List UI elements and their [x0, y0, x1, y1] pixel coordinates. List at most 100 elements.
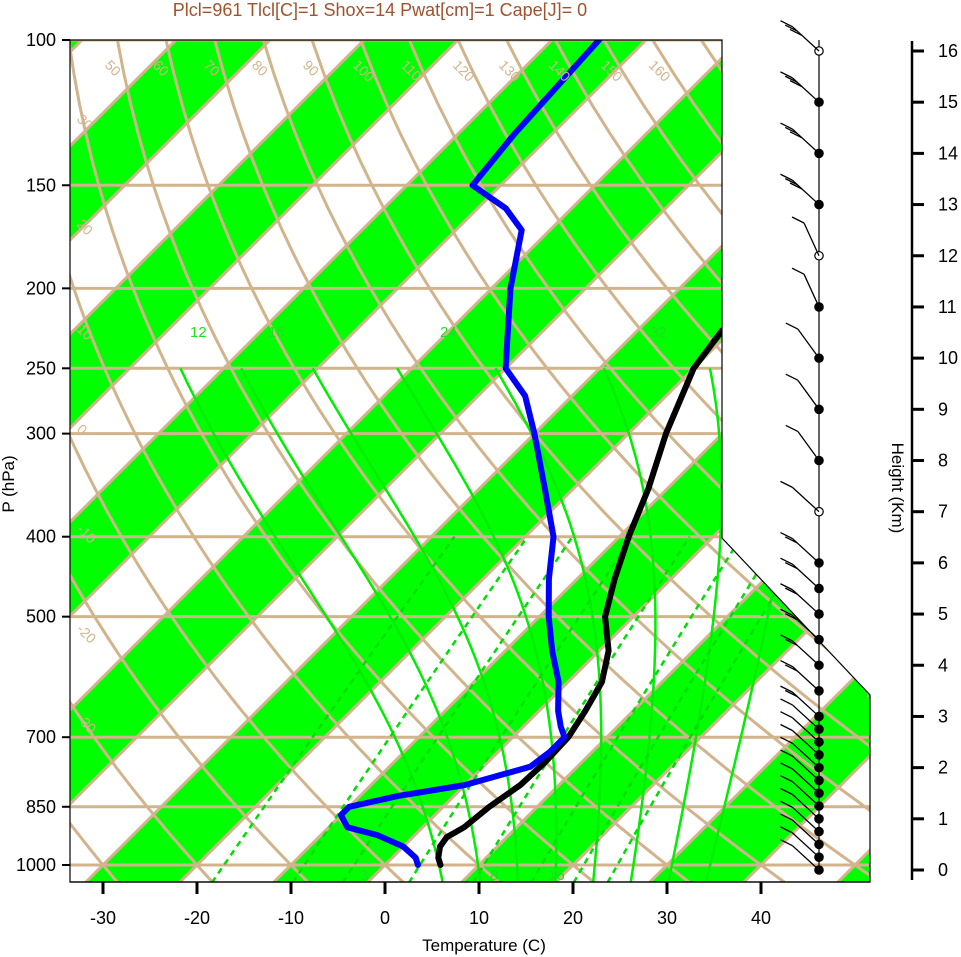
wind-barb-feather: [780, 839, 793, 847]
wind-barb-shaft: [792, 742, 820, 769]
wind-barb-shaft: [797, 431, 820, 461]
y-tick-label: 500: [26, 607, 56, 627]
isotherm-label-left: -20: [74, 621, 100, 647]
wind-barb-feather: [785, 373, 799, 381]
height-tick-label: 7: [938, 502, 948, 522]
wind-barb-feather: [785, 424, 799, 432]
y-tick-label: 200: [26, 278, 56, 298]
wind-barb-shaft: [792, 704, 820, 730]
wind-barbs: [780, 20, 824, 875]
x-tick-label: 0: [380, 908, 390, 928]
wind-barb-shaft: [792, 832, 820, 858]
dry-adiabat-line: [70, 40, 596, 882]
wind-barb-shaft: [792, 781, 820, 807]
moist-adiabat-line: [602, 367, 657, 882]
wind-barb-shaft: [792, 486, 820, 513]
isotherm-line: [178, 40, 870, 882]
isotherm-label-right: 10: [745, 529, 773, 557]
wind-barb-feather: [784, 664, 798, 672]
wind-barb-feather: [780, 480, 793, 488]
wind-barb-feather: [791, 267, 805, 275]
height-tick-label: 8: [938, 451, 948, 471]
dry-adiabat-line: [70, 40, 500, 882]
wind-barb-shaft: [792, 768, 820, 794]
height-tick-label: 10: [938, 348, 958, 368]
x-tick-label: 10: [469, 908, 489, 928]
wind-barb-shaft: [792, 755, 820, 781]
y-tick-label: 850: [26, 797, 56, 817]
dry-adiabat-line: [456, 40, 870, 882]
wind-barb-shaft: [792, 794, 820, 820]
mixing-ratio-line: [291, 535, 529, 882]
wind-barb-feather: [780, 698, 793, 706]
mixing-ratio-line: [210, 535, 456, 882]
moist-adiabat-line: [667, 368, 723, 882]
wind-barb-shaft: [797, 379, 820, 410]
wind-barb-shaft: [792, 819, 820, 845]
y-axis-title: P (hPa): [0, 455, 18, 512]
moist-adiabat-line: [311, 367, 520, 882]
isotherm-line: [70, 40, 648, 882]
wind-barb-feather: [780, 20, 793, 28]
isotherm-label: 160: [646, 57, 674, 85]
x-axis-title: Temperature (C): [422, 936, 546, 955]
moist-adiabat-line: [240, 367, 482, 882]
wind-barb-feather: [789, 28, 803, 37]
height-tick-label: 0: [938, 860, 948, 880]
isotherm-line: [70, 40, 836, 882]
mixing-ratio-line: [407, 536, 634, 882]
height-tick-label: 16: [938, 41, 958, 61]
wind-barb-feather: [780, 71, 793, 79]
height-tick-label: 12: [938, 246, 958, 266]
moist-adiabat-line: [396, 367, 558, 882]
wind-barb-feather: [780, 762, 793, 770]
wind-barb-feather: [780, 775, 793, 783]
wind-barb-feather: [784, 75, 798, 83]
x-tick-label: -30: [90, 908, 116, 928]
moist-adiabat-label: 24: [440, 324, 457, 341]
isotherm-line: [272, 40, 870, 882]
wind-barb-feather: [780, 659, 793, 668]
isotherm-label-right: 20: [723, 227, 751, 255]
wind-barb-feather: [780, 685, 793, 693]
x-tick-label: 40: [751, 908, 771, 928]
wind-barb-feather: [784, 689, 798, 698]
wind-barb-feather: [780, 736, 793, 744]
height-tick-label: 4: [938, 655, 948, 675]
wind-barb-feather: [780, 122, 793, 130]
isotherm-label-right: 0: [723, 454, 744, 475]
isotherm-line: [70, 40, 272, 882]
mixing-ratio-labels: 12 16 24 32 3 8 16: [190, 324, 667, 884]
y-tick-label: 1000: [16, 855, 56, 875]
isotherm-line: [70, 40, 742, 882]
wind-barb-feather: [780, 634, 793, 642]
wind-barb-feather: [784, 24, 798, 32]
height-tick-label: 14: [938, 143, 958, 163]
wind-barb-feather: [780, 608, 793, 616]
wind-barb-feather: [789, 182, 803, 190]
y-tick-label: 150: [26, 175, 56, 195]
dry-adiabat-line: [213, 40, 870, 882]
wind-barb-feather: [780, 711, 793, 719]
height-tick-label: 1: [938, 809, 948, 829]
wind-barb-feather: [780, 813, 793, 821]
isotherm-line: [70, 40, 366, 882]
mixing-ratio-label: 8: [490, 867, 498, 884]
wind-barb-shaft: [803, 273, 820, 308]
temperature-profile: [435, 40, 870, 868]
band-strip: [70, 40, 646, 882]
wind-barb-feather: [780, 800, 793, 808]
x-tick-label: -10: [278, 908, 304, 928]
moist-adiabat-label: 16: [268, 324, 285, 341]
y-tick-label: 700: [26, 727, 56, 747]
isotherm-line: [70, 40, 554, 882]
wind-barb-feather: [780, 557, 793, 565]
wind-barb-feather: [780, 173, 793, 181]
wind-barb-shaft: [792, 806, 820, 833]
mixing-ratio-line: [572, 536, 781, 882]
x-axis: -30 -20 -10 0 10 20 30 40: [70, 881, 870, 928]
y-tick-label: 100: [26, 30, 56, 50]
moist-adiabat-line: [494, 367, 603, 882]
height-tick-label: 11: [938, 297, 957, 317]
